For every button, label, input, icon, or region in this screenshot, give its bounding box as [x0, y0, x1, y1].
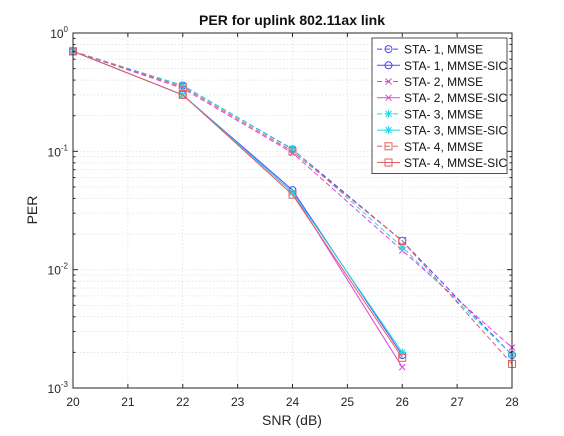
- x-tick-label: 26: [396, 395, 410, 409]
- point-square-marker: [288, 190, 297, 199]
- point-square-marker: [398, 236, 407, 245]
- legend-entry: STA- 3, MMSE: [377, 107, 483, 121]
- point-square-marker: [178, 90, 187, 99]
- x-tick-label: 20: [66, 395, 80, 409]
- x-tick-label: 23: [231, 395, 245, 409]
- point-square-marker: [178, 82, 187, 91]
- point-star-marker: [288, 144, 297, 153]
- point-star-marker: [398, 243, 407, 252]
- legend-label: STA- 4, MMSE: [404, 140, 483, 154]
- point-square-marker: [384, 142, 393, 151]
- x-tick-label: 28: [505, 395, 519, 409]
- legend-entry: STA- 4, MMSE: [377, 140, 483, 154]
- ticks: 20 21 22 23 24 25 26 27 28 10-3 10-2 10-1 100: [48, 25, 519, 409]
- legend: STA- 1, MMSE STA- 1, MMSE-SIC STA- 2, MMSE…: [371, 37, 508, 175]
- legend-entry: STA- 3, MMSE-SIC: [377, 124, 507, 138]
- point-star-marker: [384, 126, 393, 135]
- y-tick-label: 10-1: [48, 143, 69, 159]
- x-tick-label: 22: [176, 395, 190, 409]
- point-x-marker: [385, 94, 392, 102]
- point-star-marker: [178, 81, 187, 90]
- series-line: [72, 50, 403, 359]
- point-x-marker: [385, 78, 392, 85]
- x-tick-label: 24: [286, 395, 300, 409]
- legend-label: STA- 2, MMSE: [404, 75, 483, 89]
- legend-label: STA- 2, MMSE-SIC: [404, 91, 507, 105]
- legend-label: STA- 4, MMSE-SIC: [404, 156, 507, 170]
- legend-entry: STA- 1, MMSE-SIC: [377, 59, 507, 73]
- legend-entry: STA- 2, MMSE: [377, 75, 483, 89]
- legend-entry: STA- 1, MMSE: [377, 43, 483, 57]
- y-tick-label: 10-3: [48, 380, 69, 396]
- y-tick-label: 10-2: [48, 262, 69, 278]
- x-tick-label: 27: [450, 395, 464, 409]
- legend-label: STA- 3, MMSE-SIC: [404, 124, 507, 138]
- legend-entry: STA- 4, MMSE-SIC: [377, 156, 507, 170]
- legend-box: [371, 37, 508, 175]
- point-square-marker: [288, 147, 297, 156]
- x-tick-label: 25: [341, 395, 355, 409]
- point-circle-marker: [384, 61, 393, 70]
- y-axis-label: PER: [24, 196, 40, 225]
- legend-label: STA- 1, MMSE: [404, 43, 483, 57]
- point-x-marker: [398, 363, 406, 371]
- point-circle-marker: [384, 45, 393, 54]
- x-axis-label: SNR (dB): [262, 412, 322, 428]
- legend-entry: STA- 2, MMSE-SIC: [377, 91, 507, 105]
- point-star-marker: [288, 188, 297, 197]
- point-star-marker: [398, 348, 407, 357]
- point-star-marker: [384, 109, 393, 118]
- point-square-marker: [398, 353, 407, 362]
- point-square-marker: [384, 158, 393, 167]
- legend-label: STA- 3, MMSE: [404, 107, 483, 121]
- chart-title: PER for uplink 802.11ax link: [199, 12, 385, 28]
- legend-label: STA- 1, MMSE-SIC: [404, 59, 507, 73]
- y-tick-label: 100: [50, 25, 68, 41]
- series-line: [72, 50, 513, 365]
- x-tick-label: 21: [121, 395, 135, 409]
